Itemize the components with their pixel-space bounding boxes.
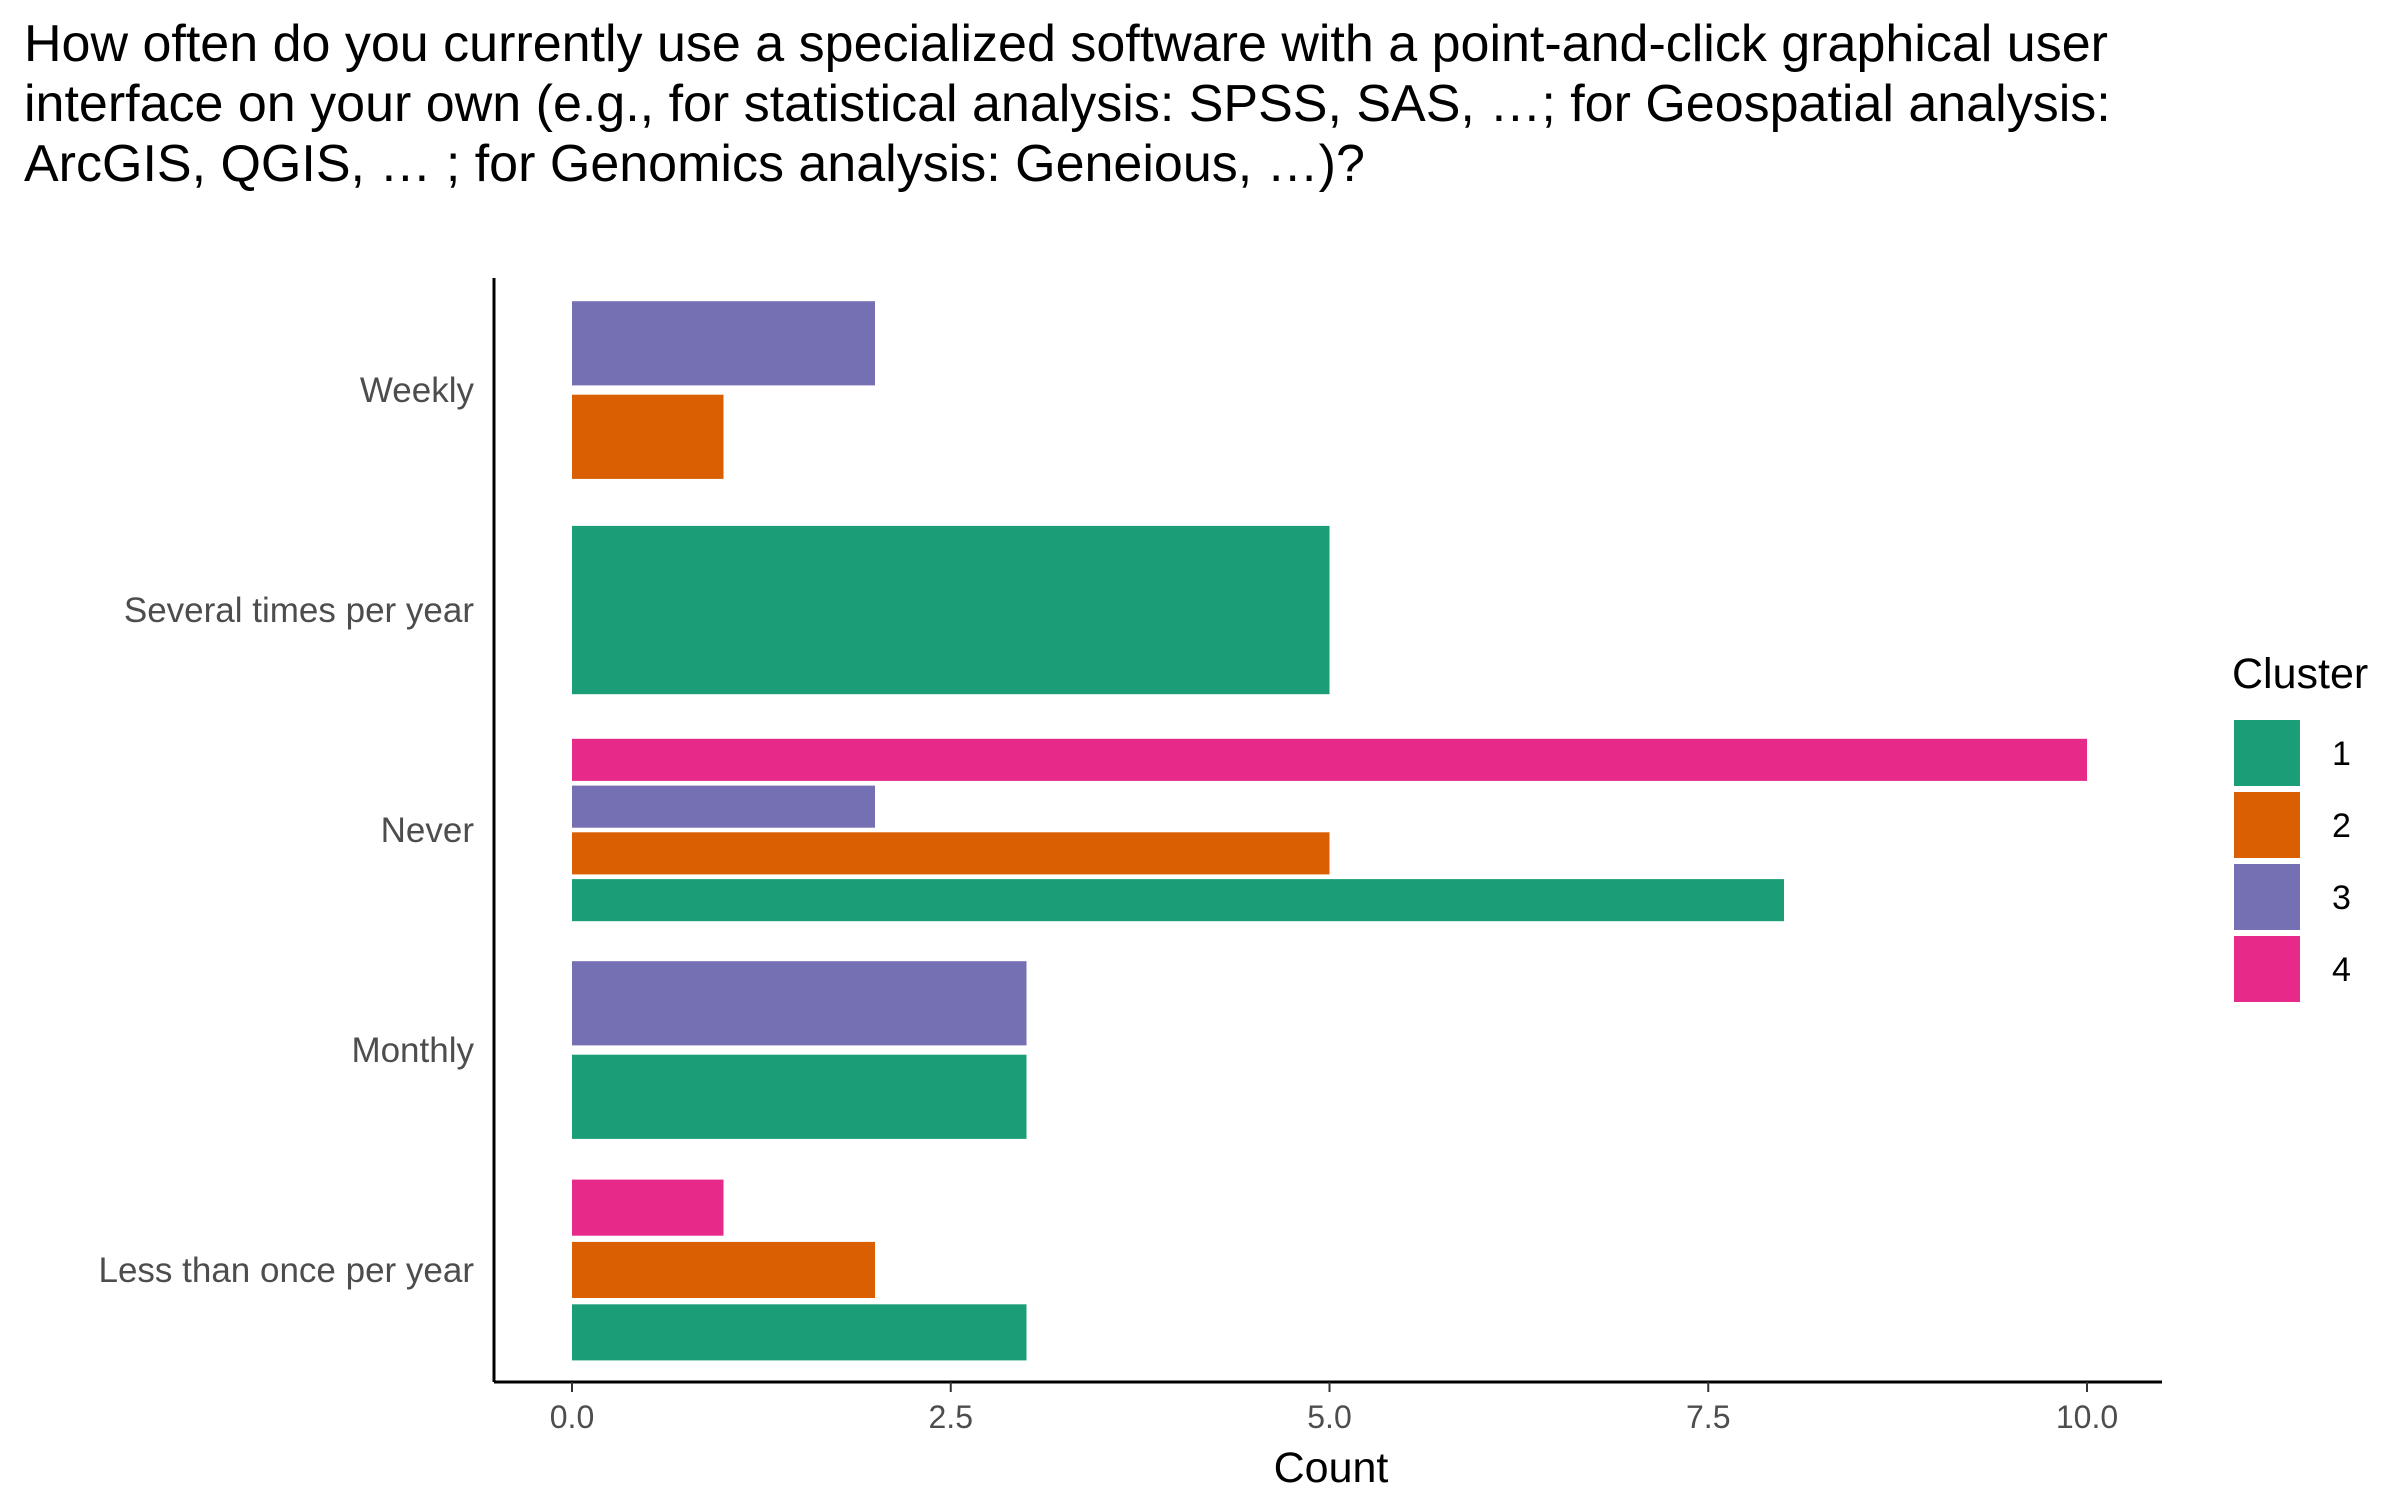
- bars-layer: [572, 301, 2087, 1361]
- bar-never-cluster-1: [572, 879, 1784, 922]
- legend-swatch-2: [2234, 792, 2300, 858]
- legend-title: Cluster: [2232, 650, 2368, 698]
- category-label: Monthly: [351, 1031, 474, 1070]
- bar-weekly-cluster-2: [572, 394, 724, 479]
- bar-never-cluster-4: [572, 738, 2087, 781]
- bar-less-than-once-per-year-cluster-1: [572, 1304, 1027, 1361]
- legend-swatch-3: [2234, 864, 2300, 930]
- category-label: Weekly: [360, 371, 475, 410]
- category-label: Never: [381, 811, 475, 850]
- bar-never-cluster-3: [572, 785, 875, 828]
- x-axis-title: Count: [1274, 1444, 1389, 1492]
- legend-swatch-1: [2234, 720, 2300, 786]
- legend-label-3: 3: [2332, 879, 2351, 917]
- category-labels: Weekly Several times per year Never Monthly…: [98, 371, 474, 1290]
- legend-label-1: 1: [2332, 735, 2351, 773]
- x-tick-label: 5.0: [1307, 1399, 1351, 1435]
- legend-label-2: 2: [2332, 807, 2351, 845]
- chart-title: How often do you currently use a special…: [24, 15, 2111, 193]
- bar-less-than-once-per-year-cluster-2: [572, 1241, 875, 1298]
- legend-swatch-4: [2234, 936, 2300, 1002]
- category-label: Less than once per year: [98, 1251, 474, 1290]
- bar-never-cluster-2: [572, 832, 1330, 875]
- category-label: Several times per year: [124, 591, 474, 630]
- bar-weekly-cluster-3: [572, 301, 875, 386]
- x-tick-label: 10.0: [2056, 1399, 2118, 1435]
- legend-items: 1 2 3 4: [2234, 720, 2351, 1002]
- x-axis-ticks: 0.0 2.5 5.0 7.5 10.0: [550, 1382, 2118, 1435]
- bar-monthly-cluster-3: [572, 961, 1027, 1046]
- bar-less-than-once-per-year-cluster-4: [572, 1179, 724, 1236]
- bar-several-times-per-year-cluster-1: [572, 525, 1330, 695]
- legend-label-4: 4: [2332, 951, 2351, 989]
- legend: Cluster 1 2 3 4: [2232, 650, 2368, 1002]
- x-tick-label: 7.5: [1686, 1399, 1730, 1435]
- x-tick-label: 0.0: [550, 1399, 594, 1435]
- bar-monthly-cluster-1: [572, 1054, 1027, 1139]
- x-tick-label: 2.5: [929, 1399, 973, 1435]
